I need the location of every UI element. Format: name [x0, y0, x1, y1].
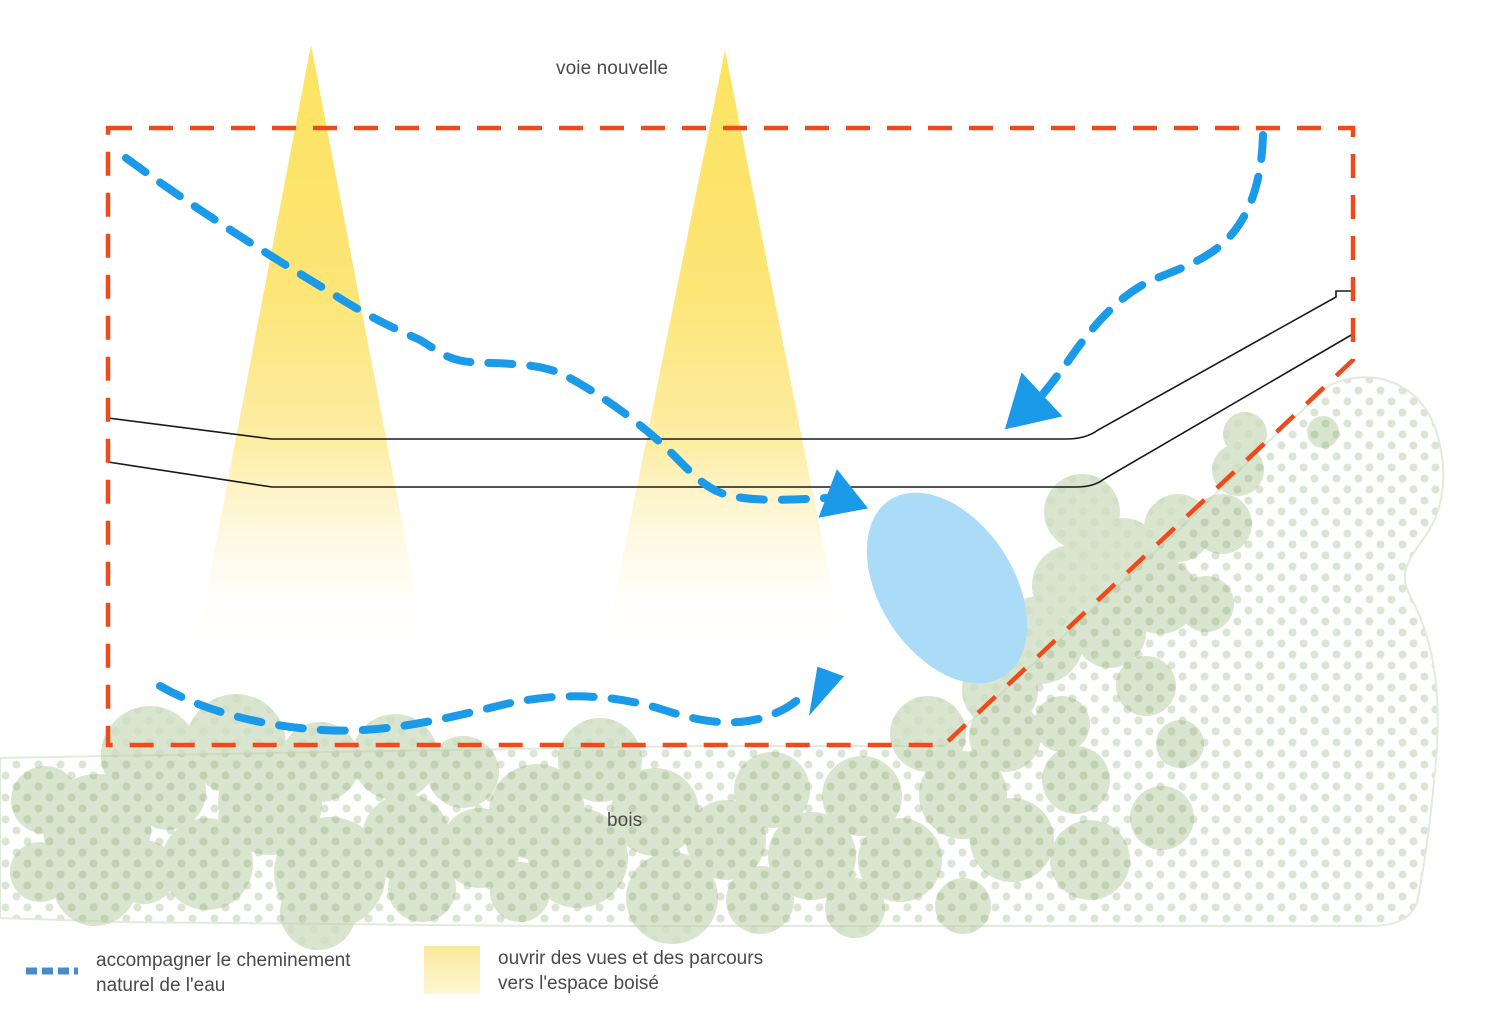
stream-arrow-nord-est: [1004, 372, 1063, 430]
label-voie-nouvelle: voie nouvelle: [556, 58, 669, 79]
legend-item-views: ouvrir des vues et des parcours vers l'e…: [424, 944, 763, 996]
stream-sud: [156, 682, 810, 735]
legend-label-views: ouvrir des vues et des parcours vers l'e…: [498, 948, 764, 994]
view-cone-west: [197, 45, 425, 642]
road-voie-nouvelle: [107, 290, 1354, 488]
view-cone-east: [606, 50, 842, 640]
road-edge-upper: [107, 290, 1354, 440]
plan-d-eau: [866, 492, 1028, 684]
label-bois: bois: [607, 810, 643, 831]
view-cones-group: [197, 45, 842, 642]
yellow-swatch-icon: [424, 946, 480, 994]
legend-item-water: accompagner le cheminement naturel de l'…: [24, 946, 351, 998]
stream-principal: [122, 154, 830, 504]
dashed-line-icon: [26, 967, 78, 975]
stream-nord-est: [1024, 131, 1267, 416]
streams-group: [122, 131, 1267, 735]
stream-arrow-principal: [818, 469, 869, 518]
road-edge-lower: [107, 333, 1354, 488]
stream-arrow-sud: [808, 666, 844, 716]
perimetre-operation: [105, 125, 1356, 748]
legend-label-water: accompagner le cheminement naturel de l'…: [96, 950, 351, 996]
legend: accompagner le cheminement naturel de l'…: [0, 932, 1500, 1011]
stream-arrows-group: [808, 372, 1063, 716]
